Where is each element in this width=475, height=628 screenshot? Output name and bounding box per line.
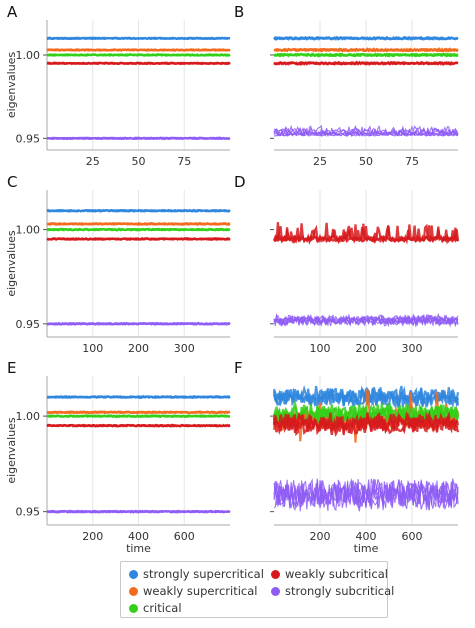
series-line xyxy=(46,48,231,52)
x-tick-label: 25 xyxy=(86,155,100,168)
panel-label: B xyxy=(234,3,244,21)
legend-item: strongly subcritical xyxy=(271,584,394,598)
legend-label: strongly subcritical xyxy=(285,584,395,598)
panel-c: C 0.95 1.00 100 200 300 eigenvalues xyxy=(5,173,231,355)
y-tick-label: 1.00 xyxy=(16,224,41,237)
series-line xyxy=(46,394,231,399)
x-tick-label: 400 xyxy=(128,530,149,543)
y-axis-title: eigenvalues xyxy=(5,52,18,119)
x-tick-label: 400 xyxy=(356,530,377,543)
series-line xyxy=(273,479,459,512)
x-tick-label: 25 xyxy=(313,155,327,168)
legend-item: weakly supercritical xyxy=(129,584,258,598)
panel-a: A 0.95 1.00 25 50 75 eigenvalues xyxy=(5,3,231,168)
series-line xyxy=(46,208,231,213)
x-tick-label: 75 xyxy=(405,155,419,168)
panel-label: A xyxy=(7,3,18,21)
series-line xyxy=(273,47,459,53)
series-line xyxy=(273,223,459,245)
panel-label: D xyxy=(234,173,246,191)
x-tick-label: 100 xyxy=(82,342,103,355)
x-tick-label: 200 xyxy=(310,530,331,543)
series-line xyxy=(274,35,459,41)
legend-label: weakly subcritical xyxy=(285,567,388,581)
series-line xyxy=(46,136,231,141)
y-tick-label: 1.00 xyxy=(16,410,41,423)
x-tick-label: 50 xyxy=(359,155,373,168)
legend-marker xyxy=(129,586,138,596)
series-line xyxy=(46,227,231,232)
series-line xyxy=(273,52,459,58)
legend-label: strongly supercritical xyxy=(143,567,264,581)
series-line xyxy=(272,385,460,409)
series-line xyxy=(46,321,231,326)
x-tick-label: 300 xyxy=(174,342,195,355)
legend-label: critical xyxy=(143,601,182,615)
x-tick-label: 200 xyxy=(356,342,377,355)
series-line xyxy=(46,221,231,226)
x-tick-label: 200 xyxy=(82,530,103,543)
legend-item: strongly supercritical xyxy=(129,567,264,581)
y-axis-title: eigenvalues xyxy=(5,230,18,297)
legend-item: critical xyxy=(129,601,182,615)
legend-marker xyxy=(271,586,280,596)
x-tick-label: 100 xyxy=(310,342,331,355)
series-line xyxy=(273,124,459,137)
series-line xyxy=(46,61,231,66)
y-tick-label: 0.95 xyxy=(16,506,41,519)
legend-marker xyxy=(129,569,138,579)
x-tick-label: 600 xyxy=(174,530,195,543)
x-tick-label: 200 xyxy=(128,342,149,355)
series-line xyxy=(46,423,231,428)
legend-marker xyxy=(129,603,138,613)
series-line xyxy=(46,414,231,419)
series-line xyxy=(46,410,230,415)
series-line xyxy=(46,509,231,514)
y-tick-label: 1.00 xyxy=(16,49,41,62)
x-tick-label: 75 xyxy=(177,155,191,168)
panel-e: E 0.95 1.00 200 400 600 eigenvalues time xyxy=(5,359,231,555)
legend-label: weakly supercritical xyxy=(143,584,258,598)
panel-label: F xyxy=(234,359,243,377)
y-tick-label: 0.95 xyxy=(16,132,41,145)
series-line xyxy=(46,236,231,242)
panel-d: D 100 200 300 xyxy=(234,173,460,355)
x-axis-title: time xyxy=(126,542,151,555)
panel-label: C xyxy=(7,173,17,191)
legend-item: weakly subcritical xyxy=(271,567,388,581)
legend-marker xyxy=(271,569,280,579)
panel-b: B 25 50 75 xyxy=(234,3,459,168)
legend: strongly supercritical weakly subcritica… xyxy=(120,561,394,618)
panel-label: E xyxy=(7,359,16,377)
x-axis-title: time xyxy=(354,542,379,555)
series-line xyxy=(46,53,231,57)
series-line xyxy=(273,312,459,328)
series-line xyxy=(273,60,459,66)
series-line xyxy=(46,36,231,41)
y-axis-title: eigenvalues xyxy=(5,417,18,484)
panel-f: F 200 400 600 time xyxy=(234,359,460,555)
x-tick-label: 600 xyxy=(402,530,423,543)
y-tick-label: 0.95 xyxy=(16,318,41,331)
x-tick-label: 50 xyxy=(132,155,146,168)
series-line xyxy=(272,410,459,437)
x-tick-label: 300 xyxy=(402,342,423,355)
